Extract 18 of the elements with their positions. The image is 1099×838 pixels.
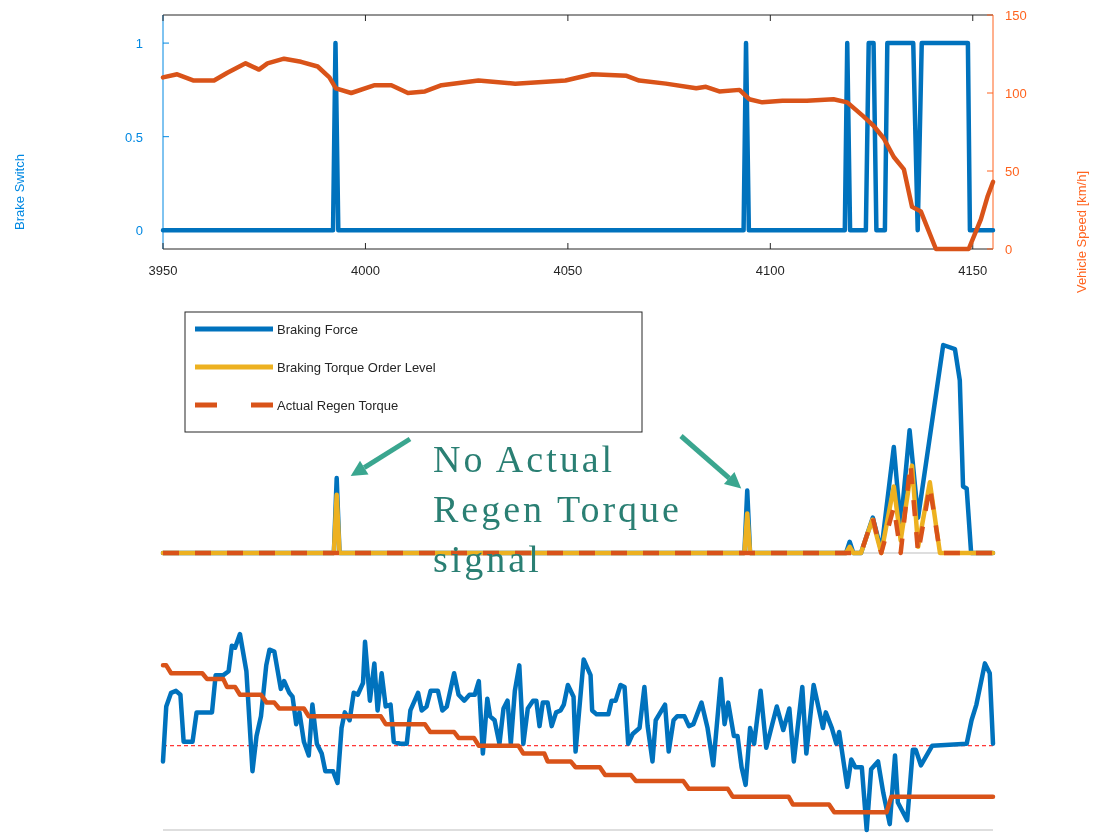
x-tick-label: 4000 [350,263,380,278]
line-series [160,56,996,252]
y-tick-label: 0 [135,223,143,239]
y-axis-title: Brake Switch [12,154,27,230]
x-tick-label: 4050 [553,263,583,278]
y2-tick-label: 100 [1005,86,1027,101]
y-tick-label: 0.5 [124,129,143,145]
y2-tick-label: 0 [1005,242,1013,257]
y-tick-label: 1 [135,36,143,52]
y2-tick-label: 150 [1005,8,1027,23]
x-tick-label: 4100 [755,263,785,278]
x-tick-label: 4150 [958,263,988,278]
legend-label: Braking Force [277,322,358,337]
x-tick-label: 3950 [148,263,178,278]
legend-label: Actual Regen Torque [277,398,399,413]
y2-tick-label: 50 [1005,164,1020,179]
legend-label: Braking Torque Order Level [277,360,436,375]
y2-axis-title: Vehicle Speed [km/h] [1074,170,1089,294]
